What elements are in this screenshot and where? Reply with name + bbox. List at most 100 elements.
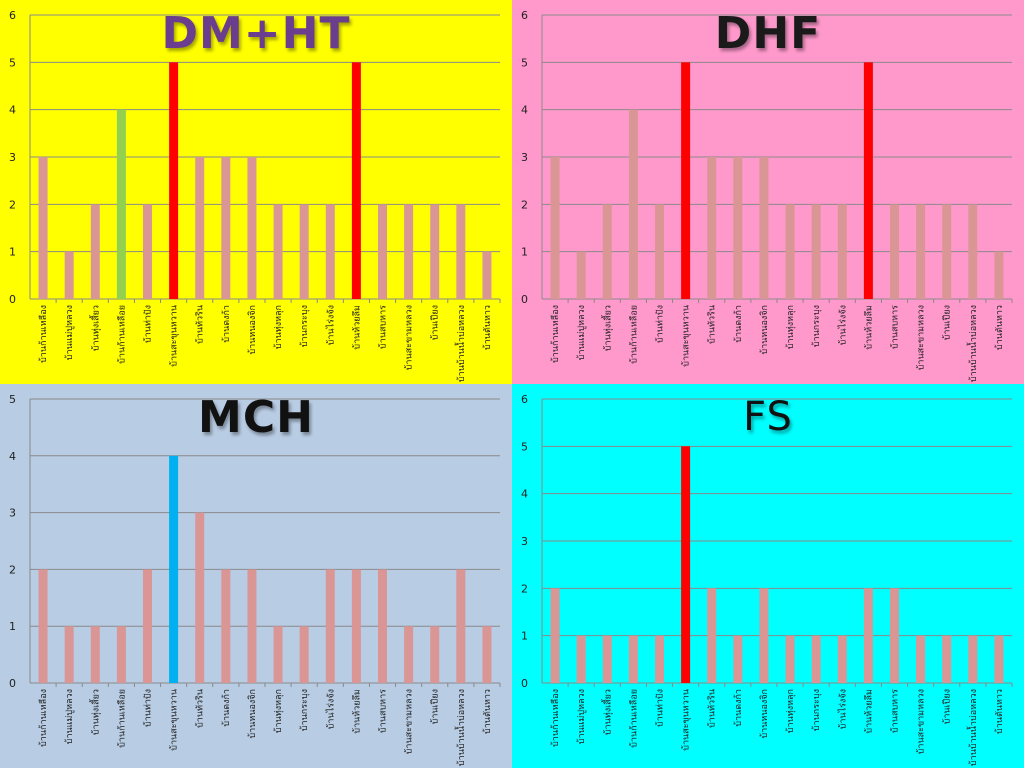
chart-panel-mch: 0 1 2 3 4 5 บ้านก้านเหลือง บ้านแม่ปูหลวง บ้านทุ่…	[0, 384, 512, 768]
bar	[221, 569, 231, 683]
bar	[404, 626, 414, 683]
y-tick-label: 4	[9, 104, 16, 117]
x-tick-label: บ้านกระบุง	[299, 305, 310, 347]
x-tick-label: บ้านห้วยลึม	[351, 689, 362, 734]
y-tick-label: 1	[9, 620, 16, 633]
bar	[325, 569, 335, 683]
bar	[64, 626, 74, 683]
x-tick-label: บ้านหนองจิก	[759, 689, 770, 739]
x-tick-label: บ้านทุ่งหลุก	[273, 305, 284, 349]
bar	[733, 635, 743, 683]
bar	[195, 157, 205, 299]
y-tick-label: 3	[9, 507, 16, 520]
bar	[811, 635, 821, 683]
bar	[707, 588, 717, 683]
bar	[576, 635, 586, 683]
y-tick-label: 3	[521, 535, 528, 548]
bar	[733, 157, 743, 299]
y-tick-label: 6	[9, 9, 16, 22]
bar	[707, 157, 717, 299]
y-tick-label: 4	[521, 104, 528, 117]
chart-svg: 0 1 2 3 4 5 6 บ้านก้านเหลือง บ้านแม่ปูหลวง บ้านทุ…	[9, 9, 501, 382]
x-tick-label: บ้านกระบุง	[299, 689, 310, 731]
y-tick-label: 0	[9, 293, 16, 306]
bar	[456, 204, 466, 299]
bar	[351, 62, 361, 300]
bar	[38, 157, 48, 299]
y-tick-label: 0	[521, 677, 528, 690]
x-tick-label: บ้านท่าปัง	[143, 305, 154, 343]
y-tick-label: 5	[9, 393, 16, 406]
x-tick-label: บ้านแม่ปูหลวง	[576, 305, 587, 360]
y-tick-label: 5	[521, 56, 528, 69]
bar	[169, 62, 179, 300]
x-tick-label: บ้านกระบุง	[811, 689, 822, 731]
bar	[628, 635, 638, 683]
bar	[942, 635, 952, 683]
bar	[681, 446, 691, 683]
chart-svg: 0 1 2 3 4 5 6 บ้านก้านเหลือง บ้านแม่ปูหลวง บ้านทุ…	[521, 9, 1013, 382]
x-tick-label: บ้านแม่ปูหลวง	[64, 689, 75, 744]
bar	[378, 204, 387, 299]
x-tick-label: บ้านท่าปัง	[655, 689, 666, 727]
bar	[550, 157, 560, 299]
chart-svg: 0 1 2 3 4 5 6 บ้านก้านเหลือง บ้านแม่ปูหลวง บ้านทุ…	[521, 393, 1013, 766]
bar	[837, 204, 847, 299]
x-tick-label: บ้านก้านเหลือย	[116, 305, 127, 364]
bar	[863, 62, 873, 300]
x-tick-label: บ้านหนองจิก	[247, 305, 258, 355]
x-tick-label: บ้านทัวริน	[195, 305, 206, 344]
x-tick-label: บ้านท่าปัง	[655, 305, 666, 343]
x-tick-label: บ้านก้านเหลือย	[628, 689, 639, 748]
x-tick-label: บ้านสบหาร	[378, 305, 389, 349]
x-tick-label: บ้านสะขุนหวาน	[169, 305, 180, 367]
bar	[90, 204, 100, 299]
y-tick-label: 2	[521, 198, 528, 211]
x-tick-label: บ้านท่าปัง	[143, 689, 154, 727]
x-tick-label: บ้านสะขามหลวง	[404, 689, 415, 754]
x-tick-label: บ้านก้านเหลือง	[38, 305, 49, 363]
bar	[299, 626, 309, 683]
x-tick-label: บ้านสบหาร	[378, 689, 389, 733]
y-tick-label: 4	[521, 488, 528, 501]
y-tick-label: 1	[521, 246, 528, 259]
x-tick-label: บ้านหนองจิก	[247, 689, 258, 739]
x-tick-label: บ้านดงก้า	[221, 689, 232, 727]
x-tick-label: บ้านไร่งจัง	[837, 305, 848, 345]
bar	[785, 635, 795, 683]
x-tick-label: บ้านเปียง	[942, 305, 953, 340]
bar	[890, 204, 899, 299]
bar	[916, 635, 926, 683]
x-tick-label: บ้านทุ่งหลุก	[273, 689, 284, 733]
x-tick-label: บ้านบ้านน้ำบ่อหลวง	[454, 305, 467, 382]
bar	[916, 204, 926, 299]
y-tick-label: 6	[521, 393, 528, 406]
chart-title: FS	[743, 394, 793, 440]
x-tick-label: บ้านไร่งจัง	[837, 689, 848, 729]
chart-svg: 0 1 2 3 4 5 บ้านก้านเหลือง บ้านแม่ปูหลวง บ้านทุ่…	[9, 393, 501, 766]
bar	[430, 626, 440, 683]
x-tick-label: บ้านทุ่งเสี้ยว	[88, 305, 101, 351]
bar	[221, 157, 231, 299]
x-tick-label: บ้านแม่ปูหลวง	[576, 689, 587, 744]
x-tick-label: บ้านทุ่งเสี้ยว	[600, 689, 613, 735]
bar	[169, 455, 179, 683]
bar	[482, 626, 492, 683]
bar	[143, 569, 152, 683]
x-tick-label: บ้านทุ่งเสี้ยว	[600, 305, 613, 351]
bar	[116, 109, 126, 300]
chart-panel-dm-ht: 0 1 2 3 4 5 6 บ้านก้านเหลือง บ้านแม่ปูหลวง บ้านทุ…	[0, 0, 512, 384]
bar	[655, 635, 664, 683]
bar	[273, 626, 283, 683]
chart-panel-fs: 0 1 2 3 4 5 6 บ้านก้านเหลือง บ้านแม่ปูหลวง บ้านทุ…	[512, 384, 1024, 768]
y-tick-label: 2	[521, 582, 528, 595]
bar	[404, 204, 414, 299]
bar	[759, 157, 769, 299]
x-tick-label: บ้านแม่ปูหลวง	[64, 305, 75, 360]
bar	[811, 204, 821, 299]
x-tick-label: บ้านไร่งจัง	[325, 305, 336, 345]
bar	[759, 588, 769, 683]
y-tick-label: 6	[521, 9, 528, 22]
bar	[994, 251, 1004, 299]
x-tick-label: บ้านกระบุง	[811, 305, 822, 347]
